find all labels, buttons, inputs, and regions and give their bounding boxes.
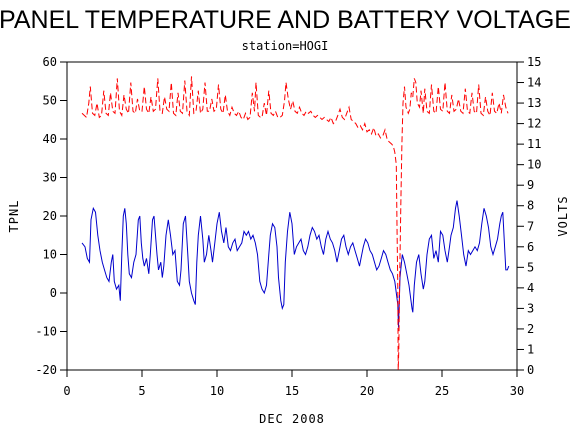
y2-tick-label: 6	[527, 240, 534, 254]
y2-tick-label: 12	[527, 117, 541, 131]
y2-tick-label: 13	[527, 96, 541, 110]
x-axis-label: DEC 2008	[259, 412, 325, 426]
y2-tick-label: 1	[527, 342, 534, 356]
x-tick-label: 10	[210, 384, 224, 398]
y-tick-label: 30	[43, 171, 57, 185]
y-tick-label: 50	[43, 94, 57, 108]
y2-tick-label: 9	[527, 178, 534, 192]
y2-tick-label: 7	[527, 219, 534, 233]
y-axis-left: -20 -10 0 10 20 30 40 50 60	[35, 55, 67, 377]
y2-tick-label: 5	[527, 260, 534, 274]
y2-axis-label: VOLTS	[556, 195, 570, 236]
y-tick-label: 10	[43, 248, 57, 262]
y-tick-label: -10	[35, 325, 57, 339]
y2-tick-label: 14	[527, 76, 541, 90]
y2-tick-label: 0	[527, 363, 534, 377]
chart-subtitle: station=HOGI	[242, 39, 329, 53]
y2-tick-label: 8	[527, 199, 534, 213]
series-layer	[81, 76, 510, 371]
x-tick-label: 5	[138, 384, 145, 398]
x-tick-label: 30	[510, 384, 524, 398]
y-axis-label: TPNL	[7, 200, 21, 233]
y2-tick-label: 15	[527, 55, 541, 69]
chart-title: PANEL TEMPERATURE AND BATTERY VOLTAGE	[0, 6, 570, 34]
x-tick-label: 25	[435, 384, 449, 398]
y-tick-label: -20	[35, 363, 57, 377]
y-tick-label: 20	[43, 209, 57, 223]
y2-tick-label: 11	[527, 137, 541, 151]
x-tick-label: 20	[360, 384, 374, 398]
x-tick-label: 15	[285, 384, 299, 398]
y-tick-label: 60	[43, 55, 57, 69]
plot-frame	[66, 61, 518, 371]
y2-tick-label: 3	[527, 301, 534, 315]
y2-tick-label: 2	[527, 322, 534, 336]
series-line-volts	[81, 76, 509, 371]
x-tick-label: 0	[63, 384, 70, 398]
y-tick-label: 0	[50, 286, 57, 300]
series-line-tpnl	[81, 200, 510, 328]
y2-tick-label: 4	[527, 281, 534, 295]
y-tick-label: 40	[43, 132, 57, 146]
y2-tick-label: 10	[527, 158, 541, 172]
x-axis: 0 5 10 15 20 25 30	[63, 370, 524, 398]
